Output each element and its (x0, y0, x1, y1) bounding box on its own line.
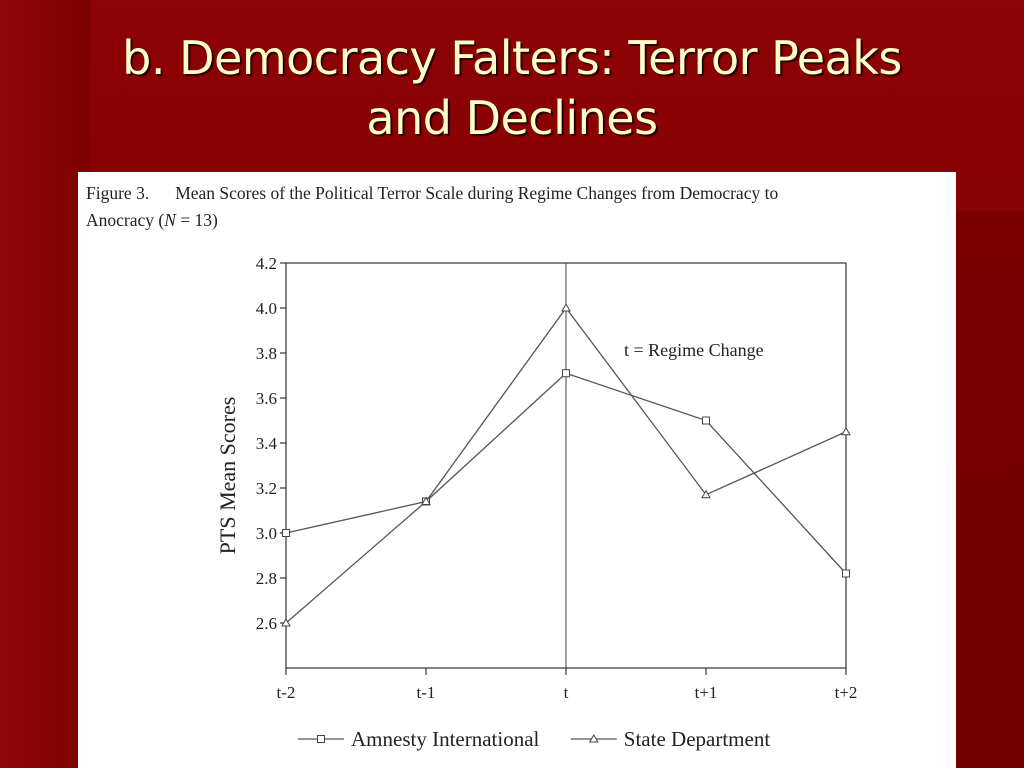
figure-panel: Figure 3. Mean Scores of the Political Te… (78, 172, 956, 768)
point-state-department-t+2 (841, 426, 851, 436)
caption-text-2b: = 13) (175, 210, 218, 230)
point-amnesty-international-t+2 (842, 569, 850, 578)
y-tick-label-2.8: 2.8 (256, 569, 277, 588)
caption-line-2: Anocracy (N = 13) (86, 207, 946, 234)
x-tick-label-t-2: t-2 (277, 683, 296, 702)
slide-title: b. Democracy Falters: Terror Peaks and D… (40, 28, 984, 148)
caption-n-symbol: N (164, 210, 176, 230)
point-state-department-t+1 (701, 489, 711, 499)
x-tick-label-t+2: t+2 (835, 683, 858, 702)
legend-marker-amnesty-international (317, 735, 325, 743)
y-tick-label-2.6: 2.6 (256, 614, 277, 633)
point-state-department-t-1 (421, 496, 431, 505)
slide-background-left-band (0, 0, 90, 768)
point-amnesty-international-t-2 (282, 529, 290, 537)
y-axis-title: PTS Mean Scores (215, 397, 240, 555)
y-tick-label-4.0: 4.0 (256, 299, 277, 318)
y-tick-label-3.6: 3.6 (256, 389, 277, 408)
slide-title-line-1: b. Democracy Falters: Terror Peaks (122, 31, 902, 85)
regime-change-annotation: t = Regime Change (624, 340, 764, 360)
legend-label-amnesty-international: Amnesty International (351, 727, 540, 751)
y-tick-label-3.2: 3.2 (256, 479, 277, 498)
point-amnesty-international-t+1 (702, 416, 710, 425)
caption-line-1: Figure 3. Mean Scores of the Political Te… (86, 180, 946, 207)
point-state-department-t (561, 302, 571, 312)
y-tick-label-4.2: 4.2 (256, 254, 277, 273)
x-tick-label-t-1: t-1 (417, 683, 436, 702)
point-state-department-t-2 (281, 617, 291, 627)
x-tick-label-t+1: t+1 (695, 683, 718, 702)
caption-text-1: Mean Scores of the Political Terror Scal… (175, 183, 779, 203)
y-tick-label-3.8: 3.8 (256, 344, 277, 363)
point-amnesty-international-t (562, 369, 570, 378)
figure-label: Figure 3. (86, 183, 150, 203)
legend-marker-state-department (588, 733, 599, 743)
pts-line-chart: 2.6 2.8 3.0 3.2 3.4 3.6 3.8 4.0 4.2 t-2 t-1 t t+1 t+2… (215, 254, 858, 751)
x-tick-label-t: t (564, 683, 569, 702)
slide-title-line-2: and Declines (366, 91, 658, 145)
legend-label-state-department: State Department (624, 727, 771, 751)
y-tick-label-3.0: 3.0 (256, 524, 277, 543)
caption-text-2a: Anocracy ( (86, 210, 165, 230)
y-tick-label-3.4: 3.4 (256, 434, 278, 453)
figure-caption: Figure 3. Mean Scores of the Political Te… (86, 180, 946, 234)
